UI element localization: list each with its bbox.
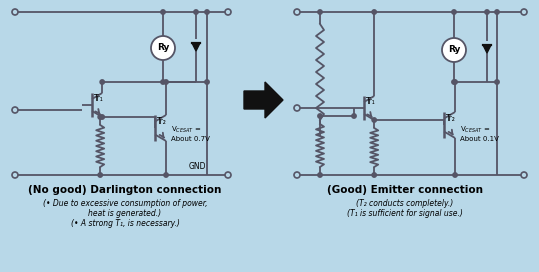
Circle shape xyxy=(205,10,209,14)
Text: V$_{CESAT}$ =
About 0.1V: V$_{CESAT}$ = About 0.1V xyxy=(460,124,499,142)
Circle shape xyxy=(372,10,376,14)
Text: (• A strong T₁, is necessary.): (• A strong T₁, is necessary.) xyxy=(71,219,179,228)
Circle shape xyxy=(521,9,527,15)
Circle shape xyxy=(442,38,466,62)
Polygon shape xyxy=(483,45,491,53)
Circle shape xyxy=(12,107,18,113)
Polygon shape xyxy=(192,43,200,51)
Circle shape xyxy=(485,10,489,14)
Circle shape xyxy=(318,173,322,177)
Circle shape xyxy=(12,9,18,15)
Circle shape xyxy=(452,80,456,84)
Circle shape xyxy=(205,80,209,84)
Circle shape xyxy=(372,173,376,177)
Circle shape xyxy=(98,115,102,119)
Text: (No good) Darlington connection: (No good) Darlington connection xyxy=(29,185,222,195)
Circle shape xyxy=(521,172,527,178)
Polygon shape xyxy=(244,82,283,118)
Circle shape xyxy=(164,173,168,177)
Circle shape xyxy=(100,80,105,84)
Circle shape xyxy=(294,172,300,178)
Circle shape xyxy=(225,9,231,15)
Text: GND: GND xyxy=(188,162,206,171)
Text: Tr₁: Tr₁ xyxy=(366,97,376,106)
Text: Ry: Ry xyxy=(157,44,169,52)
Circle shape xyxy=(294,105,300,111)
Circle shape xyxy=(453,80,457,84)
Circle shape xyxy=(495,10,499,14)
Text: V$_{CESAT}$ =
About 0.7V: V$_{CESAT}$ = About 0.7V xyxy=(171,124,210,142)
Circle shape xyxy=(98,173,102,177)
Text: Tr₁: Tr₁ xyxy=(94,94,103,103)
Circle shape xyxy=(452,10,456,14)
Circle shape xyxy=(318,114,322,118)
Circle shape xyxy=(194,10,198,14)
Text: (• Due to excessive consumption of power,: (• Due to excessive consumption of power… xyxy=(43,199,208,208)
Circle shape xyxy=(161,10,165,14)
Circle shape xyxy=(164,80,168,84)
Text: Ry: Ry xyxy=(448,45,460,54)
Circle shape xyxy=(372,118,376,122)
Circle shape xyxy=(294,9,300,15)
Text: (T₁ is sufficient for signal use.): (T₁ is sufficient for signal use.) xyxy=(347,209,463,218)
Circle shape xyxy=(352,114,356,118)
Circle shape xyxy=(151,36,175,60)
Text: (T₂ conducts completely.): (T₂ conducts completely.) xyxy=(356,199,454,208)
Circle shape xyxy=(161,80,165,84)
Text: heat is generated.): heat is generated.) xyxy=(88,209,162,218)
Circle shape xyxy=(225,172,231,178)
Text: Tr₂: Tr₂ xyxy=(157,117,167,126)
Text: Tr₂: Tr₂ xyxy=(446,114,456,123)
Circle shape xyxy=(318,10,322,14)
Text: (Good) Emitter connection: (Good) Emitter connection xyxy=(327,185,483,195)
Circle shape xyxy=(495,80,499,84)
Circle shape xyxy=(12,172,18,178)
Circle shape xyxy=(453,173,457,177)
Circle shape xyxy=(100,115,105,119)
